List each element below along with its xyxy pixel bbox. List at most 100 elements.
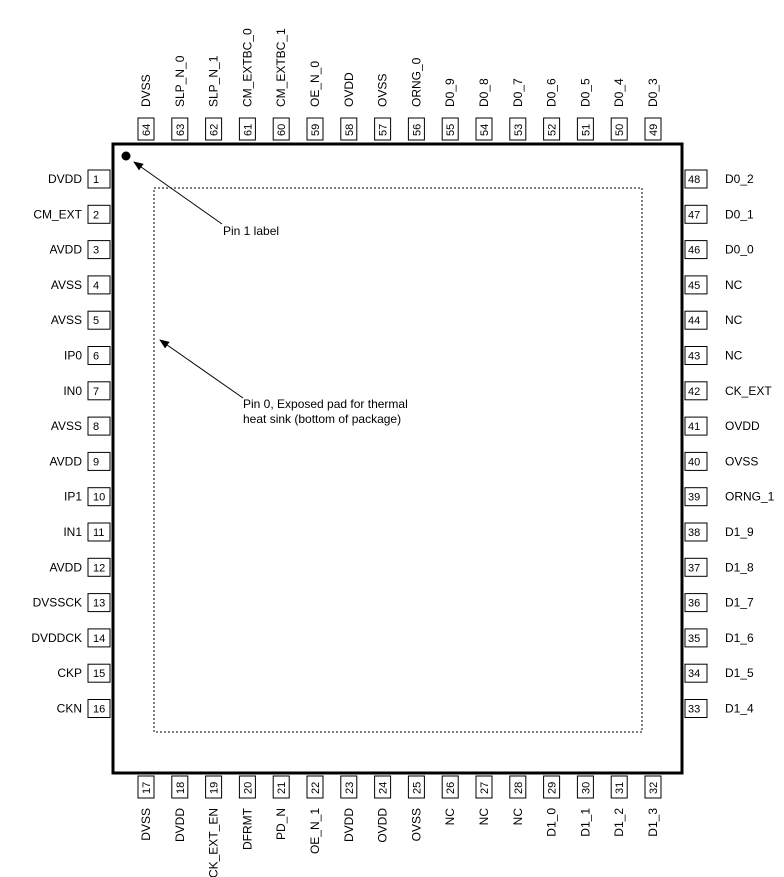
- pin-number-52: 52: [547, 124, 559, 136]
- pin-box-57: [374, 117, 392, 141]
- pin-name-41: OVDD: [725, 419, 760, 433]
- pin-name-31: D1_2: [612, 808, 626, 837]
- pin-box-8: [87, 416, 111, 436]
- pin-name-46: D0_0: [725, 243, 754, 257]
- pins-top-group: 64 DVSS 63 SLP_N_0 62 SLP_N_1 61 CM_EXTBC_0 60 CM…: [137, 28, 662, 141]
- pin-number-57: 57: [378, 124, 390, 136]
- pin-number-26: 26: [445, 782, 457, 794]
- pin-box-26: [441, 775, 459, 799]
- pin-box-16: [87, 699, 111, 718]
- pin-box-4: [87, 275, 111, 295]
- pin-box-7: [87, 381, 111, 401]
- pin-name-12: AVDD: [50, 560, 83, 574]
- pin-number-34: 34: [688, 668, 700, 680]
- pin-name-37: D1_8: [725, 560, 754, 574]
- pin-box-44: [684, 310, 708, 330]
- pin-name-18: DVDD: [173, 808, 187, 842]
- pin-name-21: PD_N: [274, 808, 288, 840]
- pin-number-28: 28: [513, 782, 525, 794]
- pin-box-12: [87, 557, 111, 577]
- pin-name-42: CK_EXT: [725, 384, 772, 398]
- pin-name-11: IN1: [63, 525, 82, 539]
- pin-number-7: 7: [93, 386, 99, 398]
- pin-name-54: D0_8: [477, 78, 491, 107]
- pin-box-61: [238, 117, 256, 141]
- pin-number-5: 5: [93, 315, 99, 327]
- pin1-label-text: Pin 1 label: [223, 224, 279, 238]
- pin-name-47: D0_1: [725, 207, 754, 221]
- pin-number-54: 54: [479, 124, 491, 136]
- pin-number-19: 19: [209, 782, 221, 794]
- pin-name-16: CKN: [57, 702, 82, 716]
- pin-box-15: [87, 663, 111, 683]
- pin-name-51: D0_5: [578, 78, 592, 107]
- pin-number-64: 64: [141, 124, 153, 136]
- pin-name-59: OE_N_0: [308, 61, 322, 107]
- pin-number-30: 30: [580, 782, 592, 794]
- package-body: [111, 142, 684, 775]
- pin0-label-text-line1: Pin 0, Exposed pad for thermal: [243, 397, 408, 411]
- pin-name-15: CKP: [57, 666, 82, 680]
- pin-name-8: AVSS: [51, 419, 82, 433]
- pin-box-58: [340, 117, 358, 141]
- pin-number-42: 42: [688, 386, 700, 398]
- pin-box-50: [610, 117, 628, 141]
- pin-name-43: NC: [725, 349, 743, 363]
- pin-name-61: CM_EXTBC_0: [240, 28, 254, 107]
- pin-number-16: 16: [93, 704, 105, 716]
- pin-name-28: NC: [511, 808, 525, 826]
- pin-box-18: [171, 775, 189, 799]
- pin-box-21: [272, 775, 290, 799]
- pin-name-30: D1_1: [578, 808, 592, 837]
- pin-number-50: 50: [614, 124, 626, 136]
- pin-box-6: [87, 346, 111, 365]
- pin-number-8: 8: [93, 421, 99, 433]
- pin-name-5: AVSS: [51, 313, 82, 327]
- pin-name-22: OE_N_1: [308, 808, 322, 854]
- pin-number-15: 15: [93, 668, 105, 680]
- pin-number-23: 23: [344, 782, 356, 794]
- pin-number-3: 3: [93, 245, 99, 257]
- pin-box-10: [87, 487, 111, 507]
- pin-number-14: 14: [93, 633, 105, 645]
- pin-number-63: 63: [175, 124, 187, 136]
- pin-box-45: [684, 275, 708, 295]
- pin-name-53: D0_7: [511, 78, 525, 107]
- pin-box-52: [543, 117, 561, 141]
- pin-name-6: IP0: [64, 349, 82, 363]
- pin-number-20: 20: [242, 782, 254, 794]
- pin-name-34: D1_5: [725, 666, 754, 680]
- pin-number-44: 44: [688, 315, 700, 327]
- pin-name-62: SLP_N_1: [207, 55, 221, 107]
- pin-box-29: [543, 775, 561, 799]
- pin-box-27: [475, 775, 493, 799]
- pin-name-52: D0_6: [545, 78, 559, 107]
- pin-box-47: [684, 204, 708, 224]
- pin-box-32: [644, 775, 662, 799]
- pin-number-60: 60: [276, 124, 288, 136]
- pin-number-13: 13: [93, 598, 105, 610]
- pin-box-35: [684, 628, 708, 648]
- pin-name-26: NC: [443, 808, 457, 826]
- exposed-pad-outline: [153, 187, 643, 733]
- pin-number-56: 56: [411, 124, 423, 136]
- pin-box-55: [441, 117, 459, 141]
- pin-number-59: 59: [310, 124, 322, 136]
- pin-number-47: 47: [688, 209, 700, 221]
- pin-box-22: [306, 775, 324, 799]
- pin-box-41: [684, 416, 708, 436]
- pin-number-41: 41: [688, 421, 700, 433]
- pin-number-58: 58: [344, 124, 356, 136]
- pin-number-45: 45: [688, 280, 700, 292]
- pin-name-63: SLP_N_0: [173, 55, 187, 107]
- pin-number-24: 24: [378, 782, 390, 794]
- pin-name-49: D0_3: [646, 78, 660, 107]
- pin-name-17: DVSS: [139, 808, 153, 841]
- pin-number-61: 61: [242, 124, 254, 136]
- pin-box-3: [87, 240, 111, 260]
- pin-number-12: 12: [93, 562, 105, 574]
- pin-name-24: OVDD: [376, 808, 390, 843]
- pin-name-10: IP1: [64, 490, 82, 504]
- pin-box-60: [272, 117, 290, 141]
- pin-name-19: CK_EXT_EN: [207, 808, 221, 877]
